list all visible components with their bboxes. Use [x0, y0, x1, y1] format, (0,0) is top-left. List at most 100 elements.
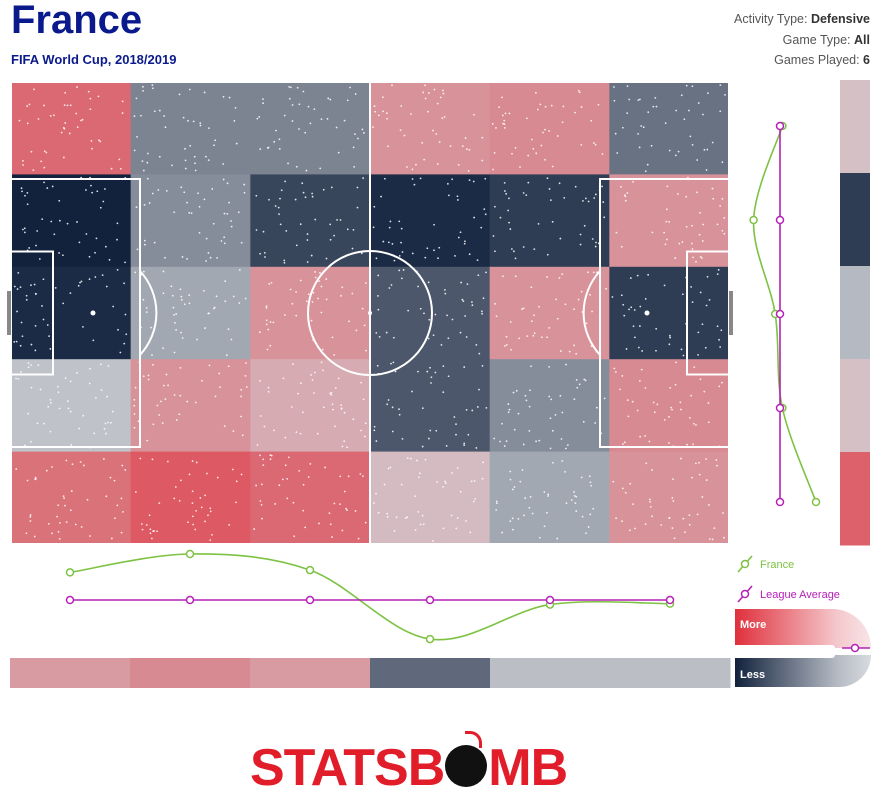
texture-dot	[459, 231, 462, 234]
texture-dot	[278, 484, 281, 487]
texture-dot	[362, 177, 364, 179]
texture-dot	[258, 115, 261, 118]
texture-dot	[306, 239, 309, 241]
texture-dot	[587, 271, 589, 274]
row-series-point	[775, 309, 785, 319]
texture-dot	[180, 295, 183, 298]
texture-dot	[636, 274, 639, 277]
texture-dot	[107, 364, 110, 367]
texture-dot	[671, 408, 673, 411]
texture-dot	[162, 292, 165, 295]
texture-dot	[289, 288, 292, 291]
texture-dot	[433, 223, 435, 226]
texture-dot	[85, 233, 88, 235]
texture-dot	[503, 119, 506, 122]
texture-dot	[724, 94, 726, 96]
texture-dot	[499, 440, 501, 443]
texture-dot	[451, 318, 454, 321]
texture-dot	[377, 114, 380, 117]
texture-dot	[330, 391, 333, 394]
texture-dot	[196, 338, 198, 341]
texture-dot	[461, 298, 464, 301]
texture-dot	[637, 99, 640, 102]
texture-dot	[270, 281, 273, 284]
texture-dot	[562, 105, 565, 108]
texture-dot	[70, 443, 73, 446]
texture-dot	[720, 329, 723, 332]
texture-dot	[417, 510, 420, 513]
texture-dot	[102, 200, 105, 203]
texture-dot	[19, 286, 22, 289]
heatmap-cell	[11, 451, 132, 545]
texture-dot	[383, 483, 386, 486]
texture-dot	[160, 400, 162, 403]
texture-dot	[626, 85, 629, 88]
texture-dot	[638, 379, 641, 382]
heatmap-cell	[250, 82, 371, 175]
texture-dot	[222, 163, 225, 165]
texture-dot	[519, 480, 522, 483]
texture-dot	[174, 486, 177, 488]
texture-dot	[265, 305, 268, 308]
texture-dot	[468, 148, 471, 151]
texture-dot	[663, 418, 666, 421]
texture-dot	[164, 398, 167, 401]
texture-dot	[426, 110, 429, 113]
texture-dot	[595, 406, 598, 409]
texture-dot	[688, 109, 690, 112]
texture-dot	[524, 394, 527, 397]
texture-dot	[243, 191, 246, 194]
texture-dot	[58, 537, 61, 540]
texture-dot	[707, 92, 709, 95]
texture-dot	[580, 143, 583, 146]
texture-dot	[491, 123, 494, 125]
texture-dot	[666, 185, 669, 188]
texture-dot	[691, 301, 694, 304]
texture-dot	[223, 425, 226, 428]
texture-dot	[628, 98, 631, 101]
texture-dot	[320, 311, 323, 314]
texture-dot	[509, 321, 512, 323]
legend-team-label: France	[760, 559, 794, 571]
texture-dot	[245, 362, 247, 364]
texture-dot	[13, 340, 16, 343]
texture-dot	[554, 414, 557, 416]
texture-dot	[533, 248, 536, 251]
texture-dot	[426, 247, 429, 250]
column-strip-cell	[610, 658, 731, 688]
texture-dot	[286, 477, 289, 480]
texture-dot	[99, 363, 102, 366]
texture-dot	[283, 259, 286, 262]
texture-dot	[389, 466, 392, 469]
texture-dot	[33, 283, 36, 286]
texture-dot	[430, 376, 433, 379]
texture-dot	[620, 294, 623, 297]
texture-dot	[188, 211, 191, 214]
texture-dot	[696, 191, 698, 194]
texture-dot	[134, 491, 137, 493]
texture-dot	[28, 247, 31, 249]
texture-dot	[484, 213, 487, 216]
texture-dot	[713, 527, 716, 529]
texture-dot	[66, 400, 69, 403]
texture-dot	[421, 142, 424, 144]
texture-dot	[655, 105, 658, 108]
texture-dot	[15, 340, 18, 343]
texture-dot	[47, 405, 50, 408]
texture-dot	[485, 406, 488, 409]
texture-dot	[625, 348, 628, 350]
texture-dot	[65, 521, 68, 524]
texture-dot	[619, 388, 621, 391]
texture-dot	[402, 269, 405, 271]
texture-dot	[585, 532, 587, 535]
series-point	[545, 595, 555, 605]
texture-dot	[590, 119, 593, 122]
texture-dot	[82, 325, 84, 328]
texture-dot	[145, 307, 148, 309]
texture-dot	[197, 192, 199, 195]
texture-dot	[183, 191, 186, 194]
texture-dot	[198, 205, 201, 208]
texture-dot	[142, 298, 145, 301]
texture-dot	[223, 212, 226, 215]
texture-dot	[528, 429, 531, 432]
